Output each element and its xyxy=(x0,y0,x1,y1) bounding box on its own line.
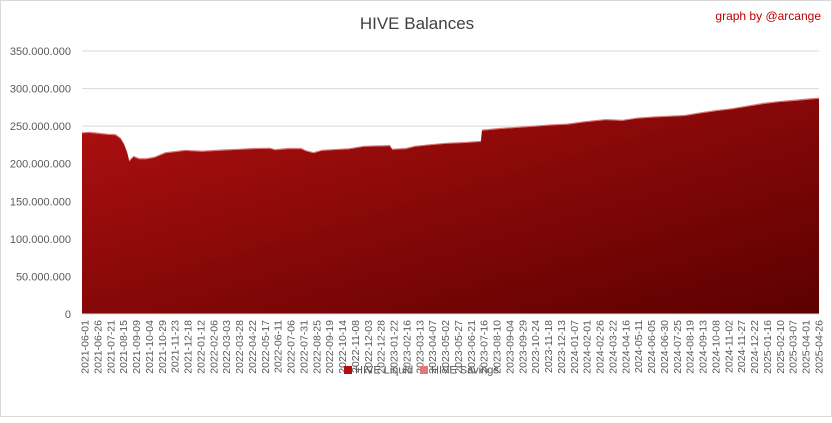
x-tick-label: 2022-06-11 xyxy=(273,320,285,373)
x-tick-label: 2024-10-08 xyxy=(711,320,723,374)
x-tick-label: 2022-05-17 xyxy=(260,320,272,374)
legend: HIVE Liquid HIVE Savings xyxy=(344,365,499,377)
legend-swatch-hive-liquid xyxy=(344,366,352,374)
y-axis: 0 50.000.000 100.000.000 150.000.000 200.000… xyxy=(10,46,71,321)
y-tick-label: 100.000.000 xyxy=(10,234,71,246)
x-tick-label: 2024-12-22 xyxy=(749,320,761,374)
x-tick-label: 2021-06-26 xyxy=(92,320,104,374)
x-tick-label: 2024-03-22 xyxy=(608,320,620,374)
x-tick-label: 2023-07-16 xyxy=(479,320,491,374)
y-tick-label: 250.000.000 xyxy=(10,121,71,133)
x-tick-label: 2022-12-03 xyxy=(363,320,375,374)
x-tick-label: 2024-02-26 xyxy=(595,320,607,374)
x-tick-label: 2024-09-13 xyxy=(698,320,710,374)
x-tick-label: 2023-03-13 xyxy=(414,320,426,374)
y-tick-label: 50.000.000 xyxy=(16,271,71,283)
x-tick-label: 2024-08-19 xyxy=(685,320,697,374)
x-tick-label: 2024-06-30 xyxy=(659,320,671,374)
x-tick-label: 2023-06-21 xyxy=(466,320,478,374)
y-tick-label: 150.000.000 xyxy=(10,196,71,208)
x-tick-label: 2022-07-06 xyxy=(286,320,298,374)
x-tick-label: 2025-03-07 xyxy=(788,320,800,374)
x-tick-label: 2023-09-04 xyxy=(504,320,516,374)
x-tick-label: 2021-12-18 xyxy=(183,320,195,374)
x-tick-label: 2023-09-29 xyxy=(517,320,529,374)
y-tick-label: 200.000.000 xyxy=(10,159,71,171)
x-tick-label: 2022-11-08 xyxy=(350,320,362,373)
x-tick-label: 2023-04-07 xyxy=(427,320,439,374)
y-tick-label: 350.000.000 xyxy=(10,46,71,58)
x-tick-label: 2022-08-25 xyxy=(311,320,323,374)
x-tick-label: 2023-05-02 xyxy=(440,320,452,374)
x-tick-label: 2022-01-12 xyxy=(195,320,207,374)
x-tick-label: 2024-05-11 xyxy=(633,320,645,373)
x-tick-label: 2025-04-26 xyxy=(814,320,826,374)
x-tick-label: 2022-02-06 xyxy=(208,320,220,374)
x-tick-label: 2021-10-04 xyxy=(144,320,156,374)
x-tick-label: 2022-12-28 xyxy=(376,320,388,374)
x-tick-label: 2022-03-28 xyxy=(234,320,246,374)
x-tick-label: 2025-02-10 xyxy=(775,320,787,374)
legend-swatch-hive-savings xyxy=(420,366,428,374)
x-tick-label: 2024-11-27 xyxy=(736,320,748,373)
x-tick-label: 2024-04-16 xyxy=(620,320,632,374)
y-tick-label: 300.000.000 xyxy=(10,84,71,96)
x-tick-label: 2023-10-24 xyxy=(530,320,542,374)
x-tick-label: 2023-08-10 xyxy=(492,320,504,374)
x-tick-label: 2021-10-29 xyxy=(157,320,169,374)
x-tick-label: 2023-02-16 xyxy=(401,320,413,374)
legend-label-hive-liquid: HIVE Liquid xyxy=(355,365,413,377)
x-tick-label: 2021-08-15 xyxy=(118,320,130,374)
x-tick-label: 2022-10-14 xyxy=(337,320,349,374)
x-tick-label: 2022-04-22 xyxy=(247,320,259,374)
x-tick-label: 2021-09-09 xyxy=(131,320,143,374)
x-axis: 2021-06-01 2021-06-26 2021-07-21 2021-08-15… xyxy=(80,320,826,374)
x-tick-label: 2022-09-19 xyxy=(324,320,336,374)
x-tick-label: 2023-11-18 xyxy=(543,320,555,373)
plot-area xyxy=(82,97,819,315)
x-tick-label: 2024-11-02 xyxy=(723,320,735,373)
x-tick-label: 2024-01-07 xyxy=(569,320,581,374)
x-tick-label: 2022-03-03 xyxy=(221,320,233,374)
x-tick-label: 2021-07-21 xyxy=(105,320,117,374)
credit-label: graph by @arcange xyxy=(715,9,821,23)
x-tick-label: 2021-11-23 xyxy=(170,320,182,373)
chart-title: HIVE Balances xyxy=(360,14,474,33)
x-tick-label: 2023-05-27 xyxy=(453,320,465,374)
y-tick-label: 0 xyxy=(65,309,71,321)
x-tick-label: 2024-07-25 xyxy=(672,320,684,374)
series-area-hive-liquid xyxy=(82,98,819,314)
x-tick-label: 2021-06-01 xyxy=(80,320,92,374)
x-tick-label: 2024-02-01 xyxy=(582,320,594,374)
x-tick-label: 2025-04-01 xyxy=(801,320,813,374)
x-tick-label: 2022-07-31 xyxy=(298,320,310,374)
x-tick-label: 2025-01-16 xyxy=(762,320,774,374)
x-tick-label: 2023-12-13 xyxy=(556,320,568,374)
legend-label-hive-savings: HIVE Savings xyxy=(431,365,499,377)
x-tick-label: 2023-01-22 xyxy=(389,320,401,374)
x-tick-label: 2024-06-05 xyxy=(646,320,658,374)
